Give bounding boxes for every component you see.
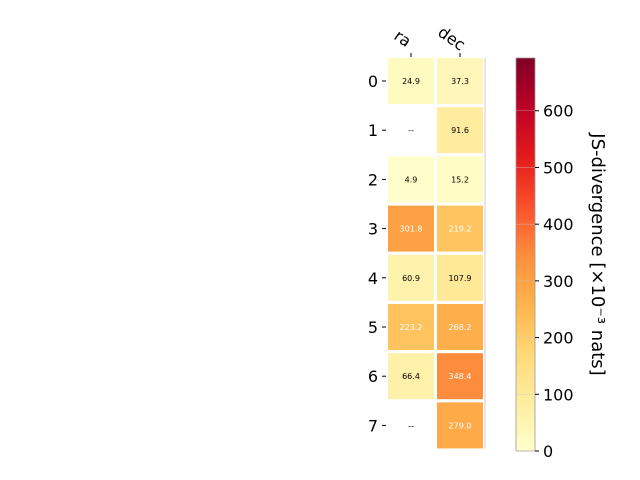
cell-value-label: 37.3 xyxy=(451,77,469,86)
cell-value-label: 4.9 xyxy=(405,175,418,184)
row-tick-label: 7 xyxy=(368,416,378,435)
column-tick-labels: ra dec xyxy=(391,22,469,57)
cell-value-label: 279.0 xyxy=(449,421,472,430)
heatmap-cell-3-dec xyxy=(437,205,483,252)
heatmap-cell-3-ra xyxy=(388,205,434,252)
colorbar-tick-label: 300 xyxy=(543,272,574,291)
row-tick-label: 6 xyxy=(368,367,378,386)
cell-value-label: -- xyxy=(408,126,414,135)
heatmap-cell-7-dec xyxy=(437,402,483,449)
cell-value-label: 15.2 xyxy=(451,175,469,184)
row-tick-label: 2 xyxy=(368,170,378,189)
cell-value-label: 107.9 xyxy=(449,274,472,283)
colorbar xyxy=(515,57,536,452)
heatmap-cell-5-dec xyxy=(437,304,483,350)
colorbar-tick-label: 100 xyxy=(543,385,574,404)
colorbar-tick-label: 400 xyxy=(543,215,574,234)
row-tick-label: 3 xyxy=(368,220,378,239)
heatmap-cell-4-dec xyxy=(437,254,483,301)
heatmap-cell-4-ra xyxy=(388,254,434,301)
row-tick-label: 0 xyxy=(368,72,378,91)
heatmap-cell-6-dec xyxy=(437,353,483,400)
colorbar-tick-label: 0 xyxy=(543,442,553,461)
cell-value-label: 60.9 xyxy=(402,274,420,283)
column-tick-label: dec xyxy=(434,22,468,54)
colorbar-tick-label: 500 xyxy=(543,158,574,177)
cell-value-label: 348.4 xyxy=(449,372,472,381)
cell-value-label: 24.9 xyxy=(402,77,420,86)
colorbar-ticks: 0 100 200 300 400 500 600 xyxy=(516,102,574,461)
row-tick-label: 4 xyxy=(368,269,378,288)
colorbar-tick-label: 600 xyxy=(543,102,574,121)
heatmap-cell-2-ra xyxy=(388,156,434,203)
row-tick-label: 5 xyxy=(368,318,378,337)
heatmap-cells: 24.9 37.3 -- 91.6 4.9 15.2 301.8 219.2 60.9 107.9… xyxy=(388,58,483,449)
cell-value-label: 268.2 xyxy=(449,323,472,332)
cell-value-label: 91.6 xyxy=(451,126,469,135)
cell-value-label: 219.2 xyxy=(449,225,472,234)
row-tick-label: 1 xyxy=(368,121,378,140)
cell-value-label: 66.4 xyxy=(402,372,420,381)
cell-value-label: -- xyxy=(408,421,414,430)
heatmap-cell-6-ra xyxy=(388,353,434,400)
colorbar-label: JS-divergence [×10⁻³ nats] xyxy=(587,132,608,375)
colorbar-tick-label: 200 xyxy=(543,329,574,348)
heatmap-cell-2-dec xyxy=(437,156,483,203)
column-tick-label: ra xyxy=(391,26,415,51)
heatmap-cell-0-ra xyxy=(388,58,434,104)
row-tick-labels: 0 1 2 3 4 5 6 7 xyxy=(368,72,386,435)
heatmap-cell-1-dec xyxy=(437,107,483,154)
heatmap-cell-0-dec xyxy=(437,58,483,104)
heatmap-cell-5-ra xyxy=(388,304,434,350)
cell-value-label: 301.8 xyxy=(400,225,423,234)
cell-value-label: 223.2 xyxy=(400,323,423,332)
